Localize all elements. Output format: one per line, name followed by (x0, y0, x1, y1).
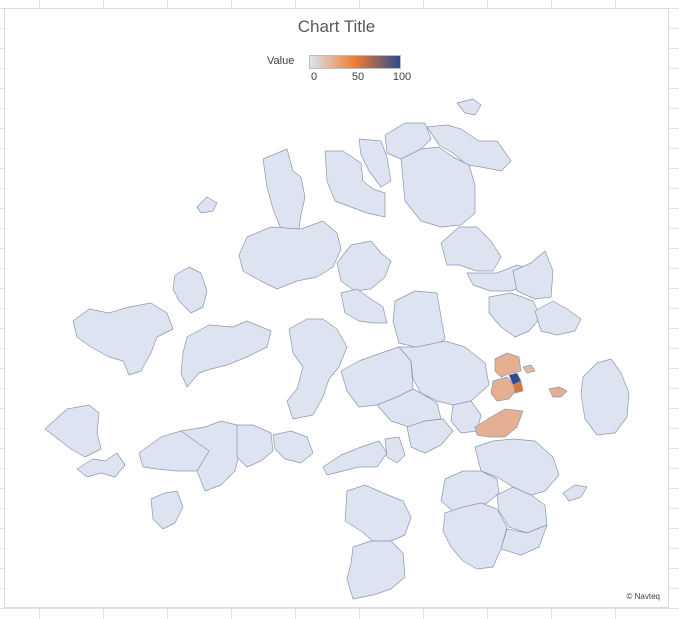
map-region[interactable] (286, 318, 348, 420)
map-region-highlighted[interactable] (490, 376, 518, 402)
legend-tick-min: 0 (310, 71, 318, 83)
map-region[interactable] (562, 484, 588, 502)
map-region[interactable] (392, 290, 446, 348)
map-region[interactable] (358, 138, 392, 188)
map-region[interactable] (238, 220, 342, 290)
map-region[interactable] (340, 288, 388, 324)
map-region[interactable] (440, 470, 500, 512)
map-region[interactable] (488, 292, 542, 338)
legend-tick-max: 100 (392, 71, 412, 83)
map-region[interactable] (180, 420, 242, 492)
map-region[interactable] (322, 440, 388, 476)
map-region[interactable] (426, 124, 512, 172)
map-region-highlighted[interactable] (494, 352, 522, 378)
map-region[interactable] (236, 424, 274, 468)
legend-tick-mid: 50 (351, 71, 365, 83)
map-region[interactable] (172, 266, 208, 314)
map-region[interactable] (196, 196, 218, 214)
map-region[interactable] (324, 150, 386, 218)
map-region-highlighted[interactable] (474, 408, 524, 438)
map-region[interactable] (580, 358, 630, 436)
map-region[interactable] (344, 484, 412, 542)
map-region[interactable] (500, 524, 548, 556)
map-region[interactable] (76, 452, 126, 478)
map-region[interactable] (456, 98, 482, 116)
map-region[interactable] (272, 430, 314, 464)
map-region[interactable] (512, 250, 554, 300)
legend-title: Value (267, 55, 295, 67)
chart-area[interactable]: Chart Title Value 0 50 100 (4, 8, 669, 608)
map-region[interactable] (534, 300, 582, 336)
map-credit: © Navteq (626, 592, 660, 601)
map-region[interactable] (376, 388, 442, 428)
map-region[interactable] (406, 418, 454, 454)
map-region[interactable] (442, 502, 508, 570)
legend-color-scale (309, 55, 401, 69)
map-region[interactable] (150, 490, 184, 530)
map-region[interactable] (44, 404, 102, 458)
map-region-highlighted[interactable] (508, 372, 522, 386)
map-region[interactable] (262, 148, 306, 230)
chart-title[interactable]: Chart Title (297, 17, 376, 36)
map-region[interactable] (384, 436, 406, 464)
map-region[interactable] (400, 146, 476, 228)
map-region[interactable] (440, 226, 502, 272)
map-region[interactable] (346, 540, 406, 600)
map-region-highlighted[interactable] (548, 386, 568, 398)
map-region-highlighted[interactable] (522, 364, 536, 374)
map-region[interactable] (474, 438, 560, 496)
map-region[interactable] (336, 240, 392, 292)
map-region[interactable] (72, 302, 174, 376)
region-map[interactable] (5, 9, 668, 607)
map-region[interactable] (180, 320, 272, 388)
legend[interactable]: Value 0 50 100 (267, 53, 427, 89)
